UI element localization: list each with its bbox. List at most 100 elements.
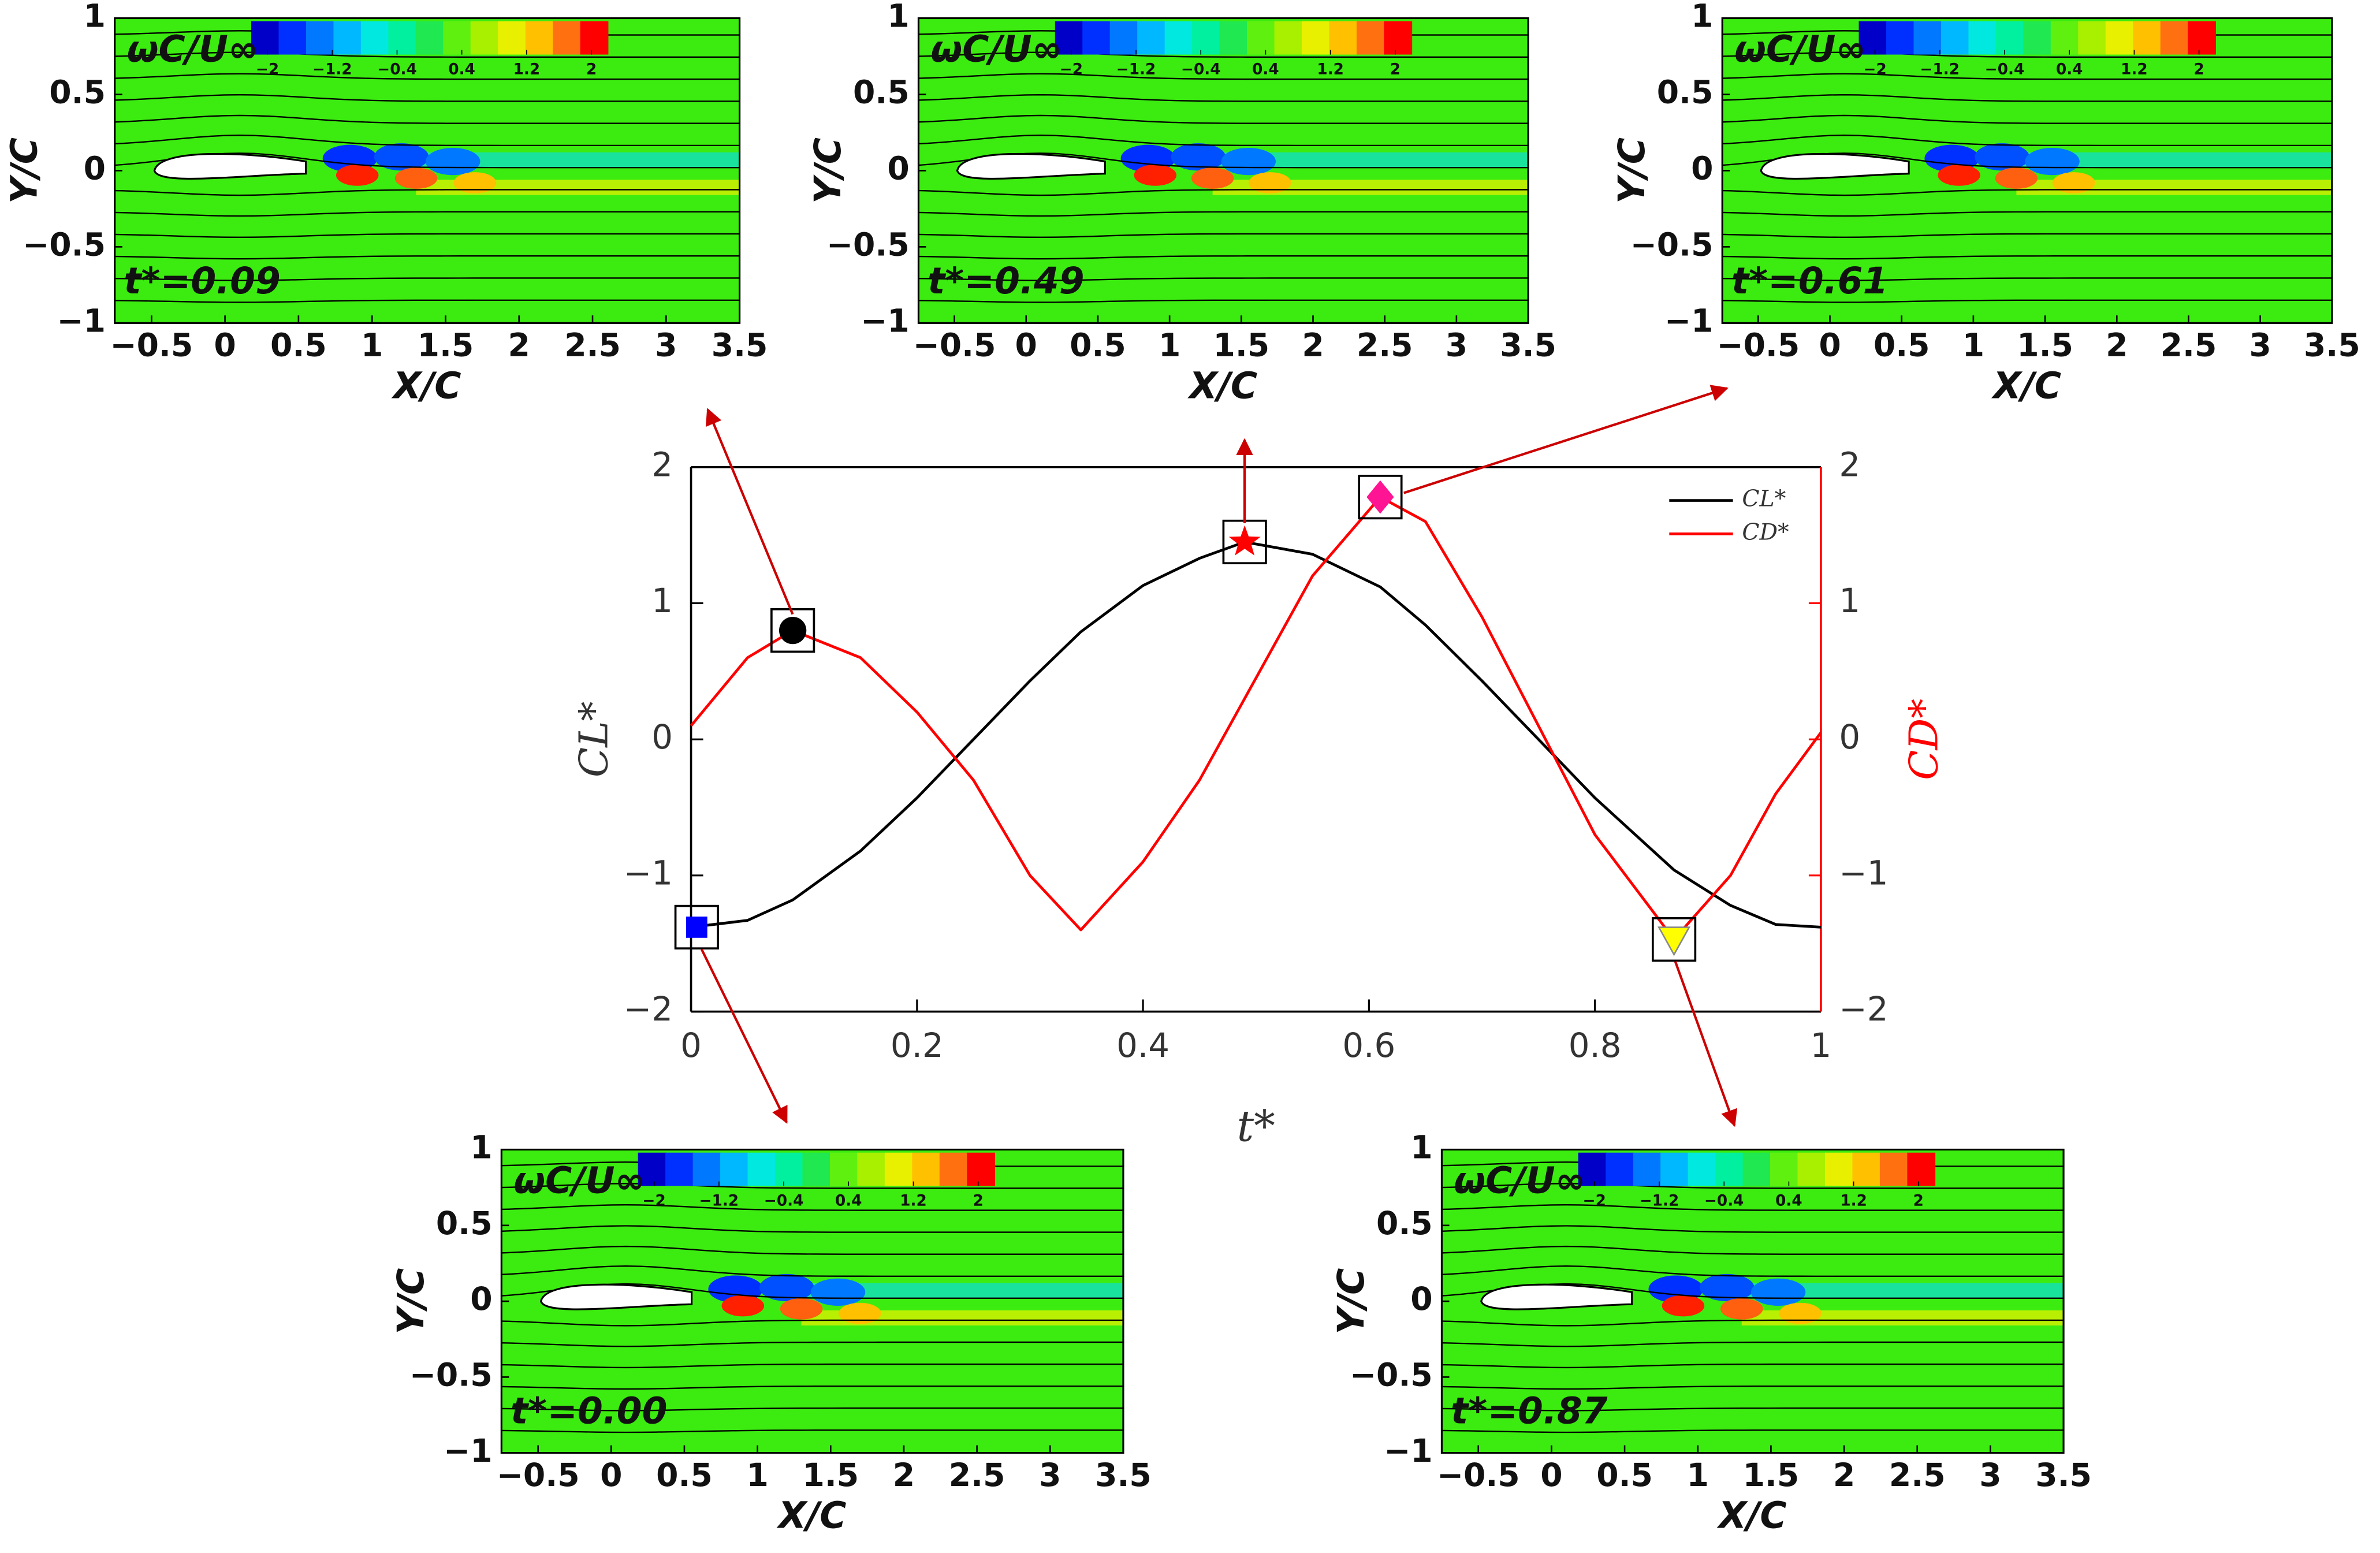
streamline [1722,299,2332,303]
x-tick-label: 2 [1833,1457,1855,1494]
x-axis-label: X/C [1187,364,1257,407]
colorbar-swatch [1886,21,1915,55]
airfoil-edge [153,152,307,180]
x-tick-label: 3.5 [2304,327,2360,364]
x-tick-label: 2.5 [2161,327,2217,364]
streamline [1722,277,2332,281]
streamline [114,189,740,196]
colorbar-tick-label: −2 [256,61,279,78]
colorbar-swatch [829,1152,858,1186]
colorbar-swatch [1940,21,1969,55]
colorbar-swatch [802,1152,831,1186]
vortex [721,1295,765,1317]
y-tick-label: 0 [470,1281,492,1318]
streamline [114,233,740,239]
colorbar-tick-label: 2 [586,61,597,78]
colorbar-tick-label: −0.4 [377,61,417,78]
colorbar-swatch [2133,21,2162,55]
x-tick-label: 3.5 [1095,1457,1152,1494]
vortex [839,1302,881,1324]
y-tick-label: −0.5 [1350,1357,1433,1394]
field [114,18,740,323]
x-tick-label: 3.5 [1500,327,1556,364]
streamline [501,1407,1123,1412]
colorbar-swatch [1274,21,1303,55]
vortex [1700,1273,1755,1302]
colorbar-swatch [1356,21,1385,55]
colorbar-swatch [939,1152,968,1186]
x-tick-label: 0.5 [1874,327,1930,364]
colorbar-tick-label: 0.4 [448,61,475,78]
y-tick-label: 0.5 [1657,75,1714,111]
streamline [114,94,740,102]
colorbar-label: ωC/U∞ [930,28,1062,70]
colorbar-swatch [857,1152,886,1186]
x-tick-label: 2 [508,327,530,364]
colorbar-swatch [251,21,280,55]
colorbar-swatch [2105,21,2134,55]
colorbar-tick-label: −0.4 [1181,61,1221,78]
vortex [2025,147,2080,176]
field [1442,1149,2064,1453]
x-tick-label: 3 [1039,1457,1061,1494]
x-tick-label: 0 [1015,327,1037,364]
colorbar-label: ωC/U∞ [1454,1159,1585,1201]
streamline [501,1225,1123,1233]
y-tick-label: −1 [1664,303,1714,340]
streamline [114,299,740,303]
colorbar-tick-label: −1.2 [699,1192,739,1209]
y-tick-label: 0 [84,151,106,188]
vortex [1191,167,1234,189]
colorbar-swatch [1633,1152,1662,1186]
y-tick-label: 1 [470,1130,492,1167]
y-tick-label: −1 [57,303,106,340]
x-tick-label: 1 [1811,1026,1832,1065]
y-tick-label: 0.5 [49,75,106,111]
colorbar-swatch [720,1152,748,1186]
streamline [918,73,1529,80]
x-tick-label: 1.5 [1743,1457,1800,1494]
x-axis-label: X/C [391,364,461,407]
streamline [1442,1341,2064,1347]
y2-tick-label: −2 [1839,989,1888,1029]
colorbar-swatch [1770,1152,1798,1186]
x-tick-label: 3 [1446,327,1468,364]
colorbar-swatch [306,21,334,55]
marker [686,917,707,938]
y-tick-label: 1 [887,0,909,35]
streamline [1722,51,2332,58]
vortex [1720,1298,1763,1320]
vortex [1750,1278,1806,1306]
colorbar-swatch [638,1152,666,1186]
series-line [691,541,1822,929]
colorbar-label: ωC/U∞ [1734,28,1866,70]
colorbar-swatch [470,21,499,55]
marker-frame [674,904,719,950]
time-label: t*=0.87 [1451,1390,1608,1432]
contour-panel: −2 −1.2 −0.4 0.4 1.2 2 ωC/U∞ t*=0.87 −0.5 0 0.5 1 1.… [1330,1130,2092,1537]
legend-label: CL* [1742,486,1786,512]
marker [1366,480,1394,514]
colorbar-swatch [1660,1152,1689,1186]
colorbar-swatch [1578,1152,1607,1186]
streamline [1722,211,2332,217]
streamline [1442,1204,2064,1211]
streamline [501,1341,1123,1347]
colorbar-tick-label: −2 [643,1192,666,1209]
arrow [1674,961,1738,1127]
time-label: t*=0.61 [1731,260,1888,302]
airfoil-edge [540,1283,693,1310]
vortex [1938,164,1980,186]
colorbar-tick-label: 0.4 [835,1192,862,1209]
x-tick-label: 1 [1159,327,1180,364]
x-tick-label: 3.5 [2035,1457,2092,1494]
streamline [1442,1245,2064,1255]
y-axis-label: Y/C [3,137,45,204]
streamline [1442,1429,2064,1433]
marker-frame [770,608,815,653]
y-tick-label: 0.5 [1376,1205,1433,1242]
streamline [918,299,1529,303]
x-tick-label: 1 [1962,327,1984,364]
streamline [501,1204,1123,1211]
colorbar-swatch [1302,21,1330,55]
